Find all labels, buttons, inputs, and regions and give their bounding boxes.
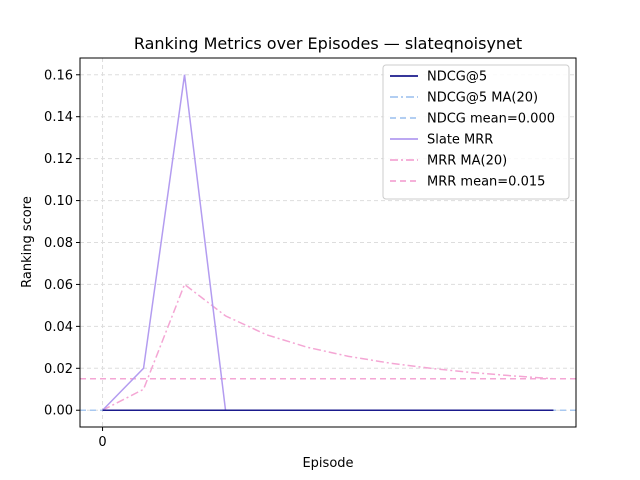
series-layer — [80, 74, 576, 411]
y-tick-label: 0.16 — [44, 68, 73, 83]
x-tick-label: 0 — [98, 435, 106, 450]
y-axis-label: Ranking score — [20, 196, 35, 288]
legend-entry-label: NDCG@5 — [427, 70, 487, 85]
y-tick-label: 0.04 — [44, 320, 73, 335]
legend-entry-label: MRR mean=0.015 — [427, 175, 545, 190]
y-tick-label: 0.00 — [44, 404, 73, 419]
y-tick-label: 0.12 — [44, 152, 73, 167]
series-line-4 — [102, 283, 554, 411]
y-tick-label: 0.06 — [44, 278, 73, 293]
legend-entry-label: NDCG@5 MA(20) — [427, 91, 538, 106]
ticks-layer: 0.00 0.02 0.04 0.06 0.08 0.10 0.12 0.14 0.16 0 — [44, 68, 107, 450]
legend: NDCG@5 NDCG@5 MA(20) NDCG mean=0.000 Slate … — [382, 64, 570, 200]
y-tick-label: 0.14 — [44, 110, 73, 125]
legend-entry-label: NDCG mean=0.000 — [427, 112, 555, 127]
x-axis-label: Episode — [302, 456, 353, 471]
legend-box — [382, 64, 570, 200]
legend-entry-label: Slate MRR — [427, 133, 493, 148]
y-tick-label: 0.08 — [44, 236, 73, 251]
legend-entry-label: MRR MA(20) — [427, 154, 507, 169]
chart-title: Ranking Metrics over Episodes — slateqno… — [134, 34, 522, 53]
y-tick-label: 0.10 — [44, 194, 73, 209]
y-tick-label: 0.02 — [44, 362, 73, 377]
